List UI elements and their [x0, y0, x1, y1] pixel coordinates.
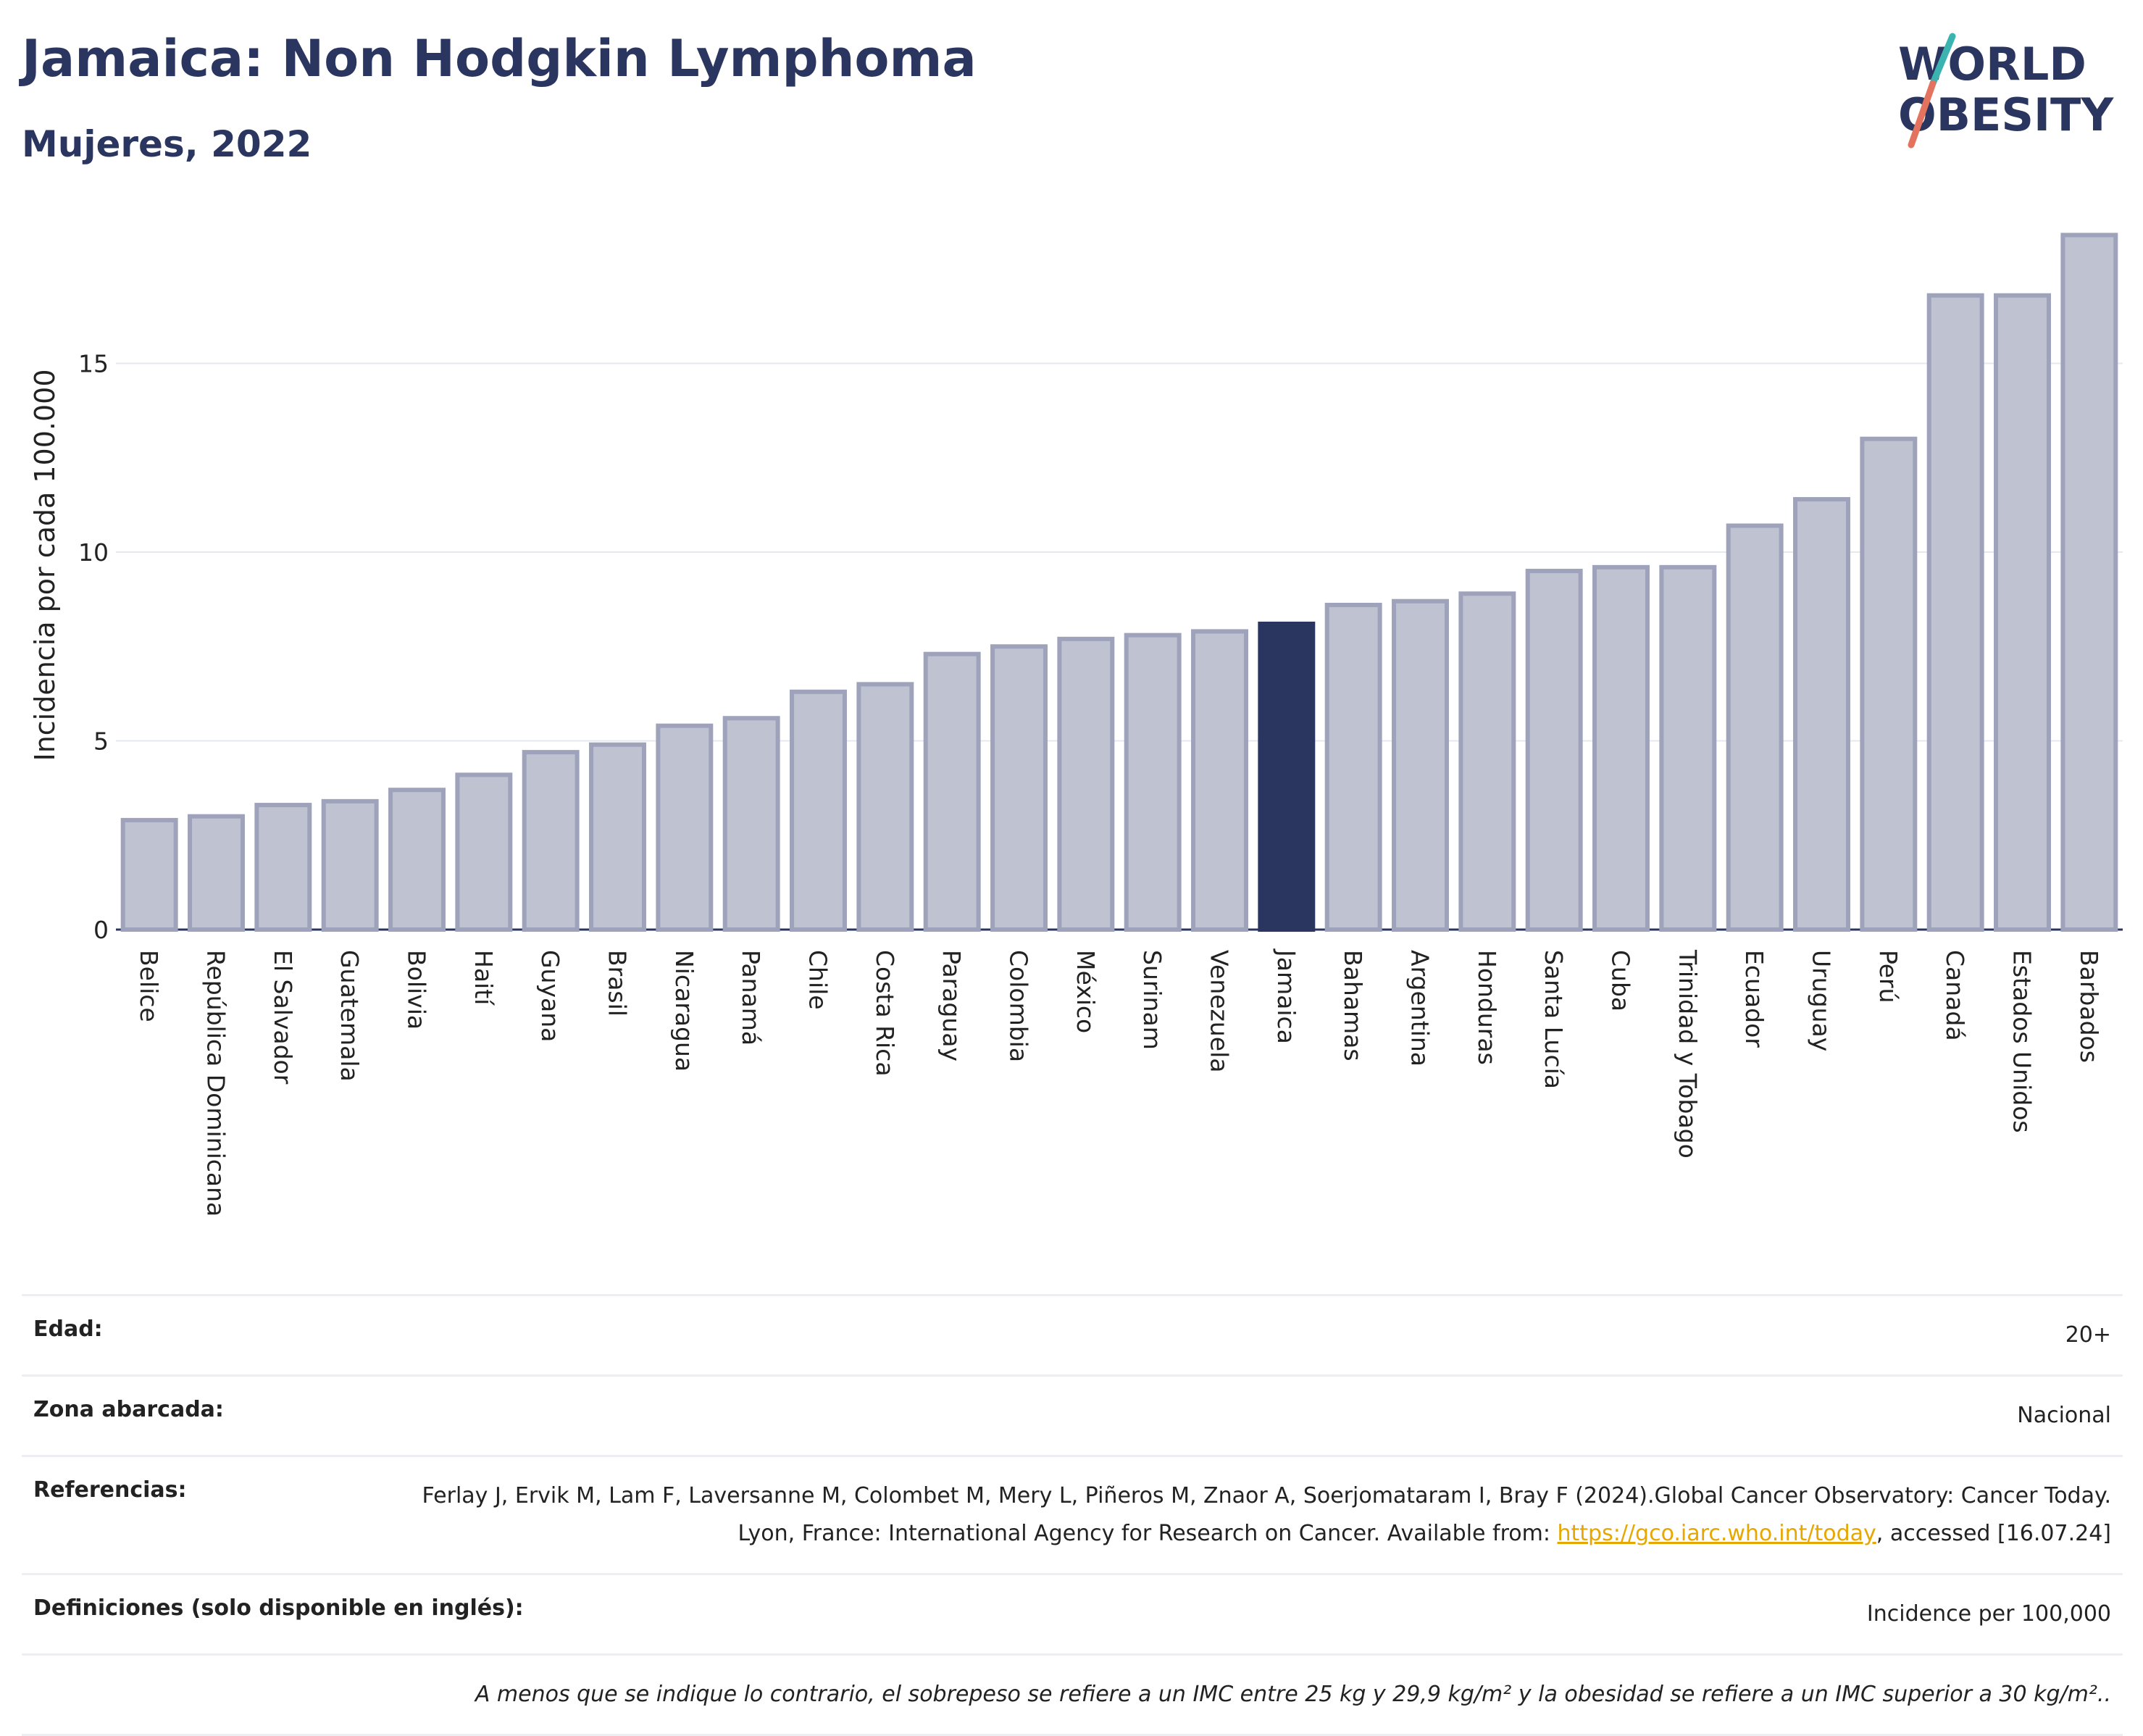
grid-lines — [116, 362, 2123, 931]
definiciones-label: Definiciones (solo disponible en inglés)… — [33, 1595, 524, 1621]
bar-venezuela — [1191, 629, 1248, 932]
bar-belice — [120, 817, 178, 932]
logo-line-1: WORLD — [1898, 38, 2086, 91]
bar-bolivia — [388, 788, 446, 932]
page-title: Jamaica: Non Hodgkin Lymphoma — [22, 29, 977, 88]
category-label: Honduras — [1473, 950, 1501, 1065]
category-label: Bolivia — [403, 950, 431, 1030]
bar-costa-rica — [856, 682, 914, 932]
zona-label: Zona abarcada: — [33, 1397, 224, 1422]
edad-value: 20+ — [2065, 1322, 2111, 1348]
category-label: Haití — [469, 950, 498, 1006]
y-tick-label: 0 — [93, 916, 109, 944]
category-label: Guyana — [536, 950, 564, 1042]
referencias-text-1: Ferlay J, Ervik M, Lam F, Laversanne M, … — [422, 1483, 2111, 1546]
bar-bahamas — [1324, 602, 1382, 932]
bar-santa-lucía — [1525, 569, 1583, 932]
category-label: México — [1072, 950, 1100, 1033]
category-label: Argentina — [1406, 950, 1434, 1067]
category-label: Estados Unidos — [2008, 950, 2037, 1133]
bar-barbados — [2060, 233, 2118, 932]
info-row-definiciones: Definiciones (solo disponible en inglés)… — [22, 1573, 2123, 1653]
bar-ecuador — [1726, 523, 1784, 932]
category-label: Nicaragua — [670, 950, 698, 1072]
bar-perú — [1860, 436, 1918, 932]
category-label: Guatemala — [335, 950, 364, 1082]
referencias-value: Ferlay J, Ervik M, Lam F, Laversanne M, … — [409, 1477, 2111, 1553]
y-tick-label: 5 — [93, 727, 109, 756]
category-label: Belice — [135, 950, 163, 1022]
y-axis-label: Incidencia por cada 100.000 — [29, 369, 61, 761]
category-label: Costa Rica — [871, 950, 899, 1077]
category-label: Paraguay — [937, 950, 966, 1061]
category-label: Colombia — [1005, 950, 1033, 1062]
category-label: Chile — [804, 950, 832, 1010]
info-row-referencias: Referencias: Ferlay J, Ervik M, Lam F, L… — [22, 1455, 2123, 1573]
y-tick-label: 15 — [78, 350, 109, 378]
bar-brasil — [589, 742, 646, 932]
bar-chart: 0 5 10 15 Belice República Dominicana El Salv… — [29, 233, 2123, 1217]
category-label: Ecuador — [1740, 950, 1768, 1048]
bar-cuba — [1592, 564, 1650, 932]
bar-guatemala — [321, 798, 379, 932]
bar-estados-unidos — [1994, 293, 2051, 932]
info-row-edad: Edad: 20+ — [22, 1294, 2123, 1374]
category-labels: Belice República Dominicana El Salvador Gua… — [135, 948, 2103, 1217]
bar-jamaica — [1258, 621, 1316, 932]
bar-uruguay — [1793, 497, 1850, 932]
category-label: Uruguay — [1808, 950, 1836, 1051]
bar-nicaragua — [656, 723, 714, 932]
y-tick-labels: 0 5 10 15 — [78, 350, 109, 945]
category-label: Perú — [1874, 950, 1902, 1003]
category-label: República Dominicana — [202, 950, 230, 1217]
world-obesity-logo: WORLD OBESITY — [1898, 33, 2114, 149]
definiciones-value: Incidence per 100,000 — [1866, 1601, 2111, 1627]
bar-colombia — [990, 644, 1048, 932]
category-label: Surinam — [1138, 950, 1166, 1050]
referencias-link[interactable]: https://gco.iarc.who.int/today — [1557, 1521, 1876, 1546]
category-label: Santa Lucía — [1540, 950, 1568, 1089]
category-label: Panamá — [737, 950, 765, 1046]
bars — [120, 233, 2118, 932]
bar-guyana — [522, 750, 580, 932]
bar-panamá — [722, 716, 780, 932]
category-label: Bahamas — [1339, 950, 1367, 1061]
logo-line-2: OBESITY — [1898, 88, 2114, 141]
bar-argentina — [1392, 598, 1449, 932]
logo-slash-coral — [1908, 80, 1937, 149]
bar-trinidad-y-tobago — [1659, 564, 1717, 932]
info-row-zona: Zona abarcada: Nacional — [22, 1374, 2123, 1455]
page-subtitle: Mujeres, 2022 — [22, 123, 312, 165]
bar-surinam — [1124, 633, 1182, 932]
category-label: Trinidad y Tobago — [1674, 949, 1702, 1159]
bar-chile — [790, 689, 847, 932]
logo-slash-teal — [1929, 33, 1956, 87]
zona-value: Nacional — [2017, 1403, 2111, 1428]
obesity-note: A menos que se indique lo contrario, el … — [475, 1682, 2111, 1707]
info-table: Edad: 20+ Zona abarcada: Nacional Refere… — [22, 1294, 2123, 1736]
category-label: Canadá — [1941, 950, 1969, 1041]
category-label: Jamaica — [1272, 948, 1300, 1044]
bar-haití — [455, 772, 513, 932]
bar-canadá — [1926, 293, 1984, 932]
info-row-note: A menos que se indique lo contrario, el … — [22, 1653, 2123, 1736]
bar-república-dominicana — [188, 814, 245, 932]
referencias-label: Referencias: — [33, 1477, 187, 1503]
bar-méxico — [1057, 636, 1115, 932]
y-tick-label: 10 — [78, 538, 109, 567]
referencias-text-2: , accessed [16.07.24] — [1876, 1521, 2111, 1546]
bar-honduras — [1458, 591, 1516, 932]
category-label: Cuba — [1607, 950, 1635, 1011]
category-label: Venezuela — [1206, 950, 1234, 1072]
category-label: El Salvador — [269, 950, 297, 1085]
bar-el-salvador — [254, 803, 312, 932]
category-label: Brasil — [603, 950, 632, 1017]
category-label: Barbados — [2075, 950, 2103, 1063]
bar-paraguay — [923, 651, 981, 932]
edad-label: Edad: — [33, 1316, 103, 1342]
